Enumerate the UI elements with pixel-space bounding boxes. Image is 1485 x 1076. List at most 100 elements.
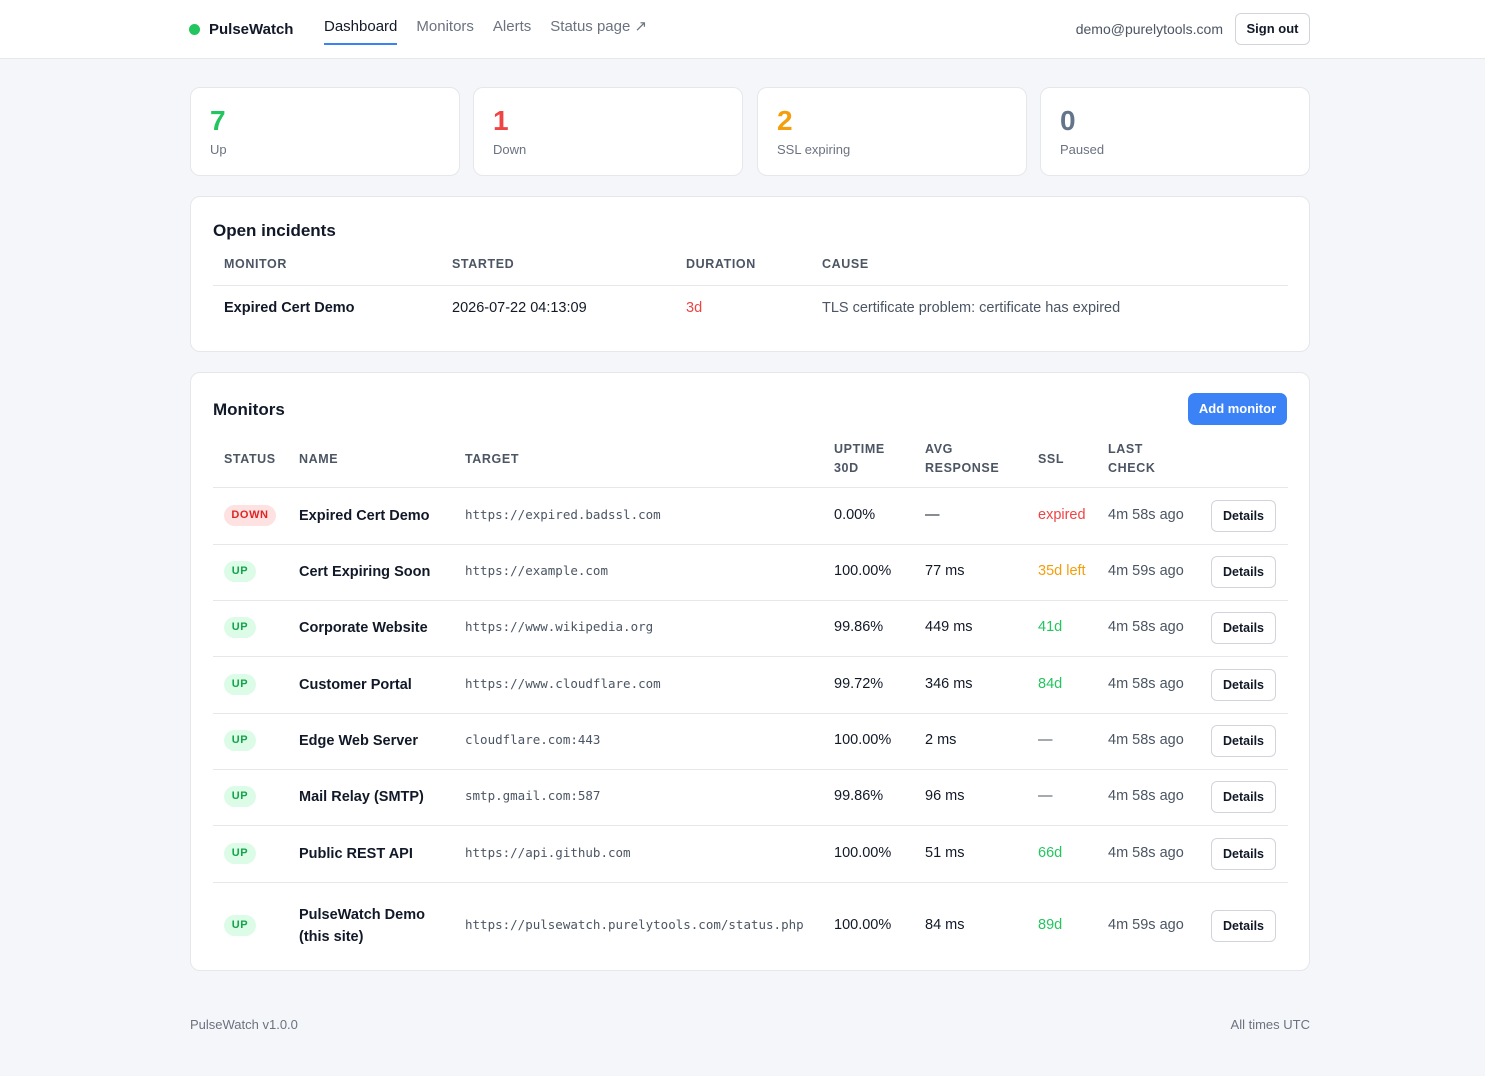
- stat-value: 7: [210, 105, 226, 136]
- stat-card-down: 1 Down: [473, 87, 743, 176]
- header-line: UPTIME: [834, 442, 885, 456]
- column-header-name: NAME: [299, 452, 339, 466]
- monitor-avg-response: 77 ms: [925, 563, 965, 579]
- monitor-target: https://api.github.com: [465, 844, 631, 860]
- status-badge: UP: [224, 786, 256, 807]
- monitor-avg-response: 96 ms: [925, 788, 965, 804]
- header-line: 30D: [834, 461, 859, 475]
- header-line: LAST: [1108, 442, 1144, 456]
- column-header-uptime: UPTIME 30D: [834, 440, 885, 478]
- monitor-name[interactable]: Corporate Website: [299, 617, 428, 639]
- column-header-avg-response: AVG RESPONSE: [925, 440, 999, 478]
- column-header-last-check: LAST CHECK: [1108, 440, 1155, 478]
- nav-item-monitors[interactable]: Monitors: [416, 18, 474, 35]
- nav-item-dashboard[interactable]: Dashboard: [324, 17, 398, 45]
- monitor-target: https://example.com: [465, 563, 608, 578]
- monitor-last-check: 4m 59s ago: [1108, 563, 1184, 579]
- brand[interactable]: PulseWatch: [189, 19, 293, 39]
- details-button[interactable]: Details: [1211, 668, 1276, 701]
- incident-monitor: Expired Cert Demo: [224, 300, 355, 316]
- details-button[interactable]: Details: [1211, 556, 1276, 588]
- monitor-ssl: —: [1038, 788, 1053, 804]
- monitor-avg-response: 2 ms: [925, 732, 957, 748]
- column-header: MONITOR: [224, 257, 287, 271]
- details-button[interactable]: Details: [1211, 500, 1276, 532]
- stat-label: Paused: [1060, 142, 1105, 157]
- monitor-name-line: Customer Portal: [299, 676, 412, 693]
- panel-title: Monitors: [213, 400, 285, 419]
- monitor-name[interactable]: PulseWatch Demo (this site): [299, 904, 425, 948]
- monitor-ssl: 35d left: [1038, 563, 1086, 579]
- monitor-uptime: 100.00%: [834, 732, 892, 748]
- monitor-name-line: Mail Relay (SMTP): [299, 789, 424, 805]
- monitor-ssl: expired: [1038, 507, 1086, 523]
- nav-item-status-page[interactable]: Status page ↗: [550, 18, 648, 35]
- footer-timezone: All times UTC: [1230, 1017, 1310, 1032]
- monitor-uptime: 100.00%: [834, 917, 892, 933]
- open-incidents-panel: Open incidents MONITOR STARTED DURATION …: [190, 196, 1310, 352]
- main-nav: Dashboard Monitors Alerts Status page ↗: [324, 17, 666, 45]
- monitor-last-check: 4m 58s ago: [1108, 788, 1184, 804]
- monitor-name[interactable]: Edge Web Server: [299, 730, 418, 752]
- monitor-avg-response: 449 ms: [925, 619, 973, 635]
- monitor-uptime: 100.00%: [834, 563, 892, 579]
- stat-card-paused: 0 Paused: [1040, 87, 1310, 176]
- stat-value: 1: [493, 105, 509, 136]
- details-button[interactable]: Details: [1211, 910, 1276, 942]
- monitor-target: https://www.wikipedia.org: [465, 619, 654, 634]
- monitor-uptime: 100.00%: [834, 844, 892, 861]
- monitor-name[interactable]: Customer Portal: [299, 674, 412, 696]
- details-button[interactable]: Details: [1211, 612, 1276, 644]
- monitor-name[interactable]: Cert Expiring Soon: [299, 561, 430, 583]
- divider: [213, 882, 1288, 883]
- details-button[interactable]: Details: [1211, 725, 1276, 757]
- monitor-uptime: 0.00%: [834, 507, 876, 523]
- divider: [213, 713, 1288, 714]
- monitor-target: smtp.gmail.com:587: [465, 788, 601, 803]
- monitor-avg-response: 51 ms: [925, 844, 965, 861]
- app-name: PulseWatch: [209, 20, 294, 38]
- monitor-name[interactable]: Expired Cert Demo: [299, 505, 430, 527]
- header-line: RESPONSE: [925, 461, 1000, 475]
- sign-out-button[interactable]: Sign out: [1235, 13, 1310, 45]
- details-button[interactable]: Details: [1211, 837, 1276, 870]
- monitor-last-check: 4m 58s ago: [1108, 732, 1184, 748]
- details-button[interactable]: Details: [1211, 781, 1276, 813]
- divider: [213, 285, 1288, 286]
- monitor-last-check: 4m 58s ago: [1108, 507, 1184, 523]
- monitor-uptime: 99.86%: [834, 788, 884, 804]
- monitor-name-line: Edge Web Server: [299, 733, 419, 749]
- column-header: CAUSE: [822, 257, 869, 271]
- header-line: AVG: [925, 442, 953, 456]
- stat-label: Down: [493, 142, 527, 157]
- monitor-ssl: 66d: [1038, 844, 1063, 861]
- add-monitor-button[interactable]: Add monitor: [1188, 393, 1287, 425]
- status-badge: UP: [224, 561, 256, 582]
- stat-label: SSL expiring: [777, 142, 851, 157]
- monitor-ssl: 84d: [1038, 675, 1063, 692]
- stat-value: 0: [1060, 105, 1076, 136]
- incident-started: 2026-07-22 04:13:09: [452, 300, 587, 316]
- monitor-name-line: Expired Cert Demo: [299, 508, 430, 524]
- monitor-target: https://expired.badssl.com: [465, 507, 661, 522]
- monitor-name[interactable]: Mail Relay (SMTP): [299, 786, 424, 808]
- monitor-target: https://www.cloudflare.com: [465, 675, 661, 691]
- monitor-name-line: Cert Expiring Soon: [299, 564, 431, 580]
- monitor-name[interactable]: Public REST API: [299, 843, 413, 865]
- monitor-ssl: 89d: [1038, 917, 1063, 933]
- stat-card-up: 7 Up: [190, 87, 460, 176]
- stat-card-ssl-expiring: 2 SSL expiring: [757, 87, 1027, 176]
- divider: [213, 769, 1288, 770]
- monitor-avg-response: —: [925, 507, 940, 523]
- incident-cause: TLS certificate problem: certificate has…: [822, 300, 1121, 316]
- monitor-name-line: PulseWatch Demo: [299, 907, 425, 923]
- status-badge: DOWN: [224, 505, 276, 526]
- footer-version: PulseWatch v1.0.0: [190, 1017, 298, 1032]
- monitors-panel: Monitors Add monitor STATUS NAME TARGET …: [190, 372, 1310, 971]
- divider: [213, 544, 1288, 545]
- column-header-ssl: SSL: [1038, 452, 1065, 466]
- top-navbar: PulseWatch Dashboard Monitors Alerts Sta…: [0, 0, 1485, 59]
- monitor-target: cloudflare.com:443: [465, 732, 601, 747]
- nav-item-alerts[interactable]: Alerts: [492, 18, 532, 35]
- divider: [213, 600, 1288, 601]
